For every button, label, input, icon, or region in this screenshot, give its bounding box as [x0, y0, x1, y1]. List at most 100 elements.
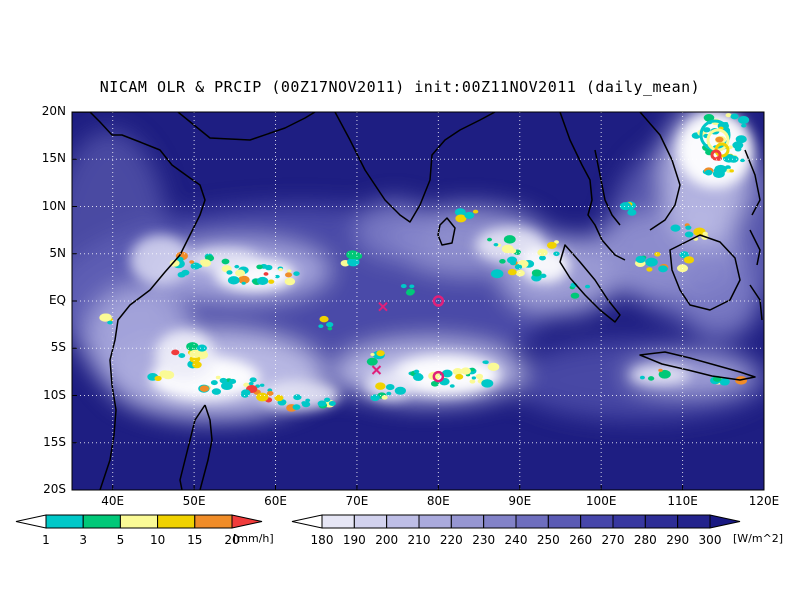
- lon-label: 110E: [667, 494, 698, 508]
- precip-cell: [735, 135, 747, 144]
- olr-tick: 210: [407, 533, 431, 547]
- precip-cell: [199, 385, 209, 392]
- precip-cell: [475, 373, 484, 380]
- olr-swatch: [677, 514, 711, 529]
- precip-cell: [259, 383, 265, 387]
- precip-cell: [197, 344, 207, 352]
- precip-cell: [658, 368, 663, 372]
- precip-cell: [409, 284, 415, 289]
- cross-marker: [378, 301, 388, 312]
- precip-cell: [181, 269, 190, 276]
- precip-cell: [221, 381, 233, 391]
- precip-cell: [326, 321, 334, 328]
- lat-label: 20S: [43, 482, 66, 496]
- precip-cell: [729, 169, 734, 173]
- olr-tick: 190: [342, 533, 366, 547]
- precip-cell: [227, 276, 240, 285]
- precip-cell: [370, 352, 375, 356]
- precip-cell: [658, 265, 668, 273]
- precip-cell: [714, 164, 727, 174]
- precip-tick: 5: [116, 533, 125, 547]
- precip-cell: [400, 284, 407, 289]
- precip-cell: [386, 391, 392, 396]
- precip-cell: [229, 378, 237, 384]
- precip-cell: [186, 342, 199, 351]
- precip-cell: [738, 115, 750, 124]
- precip-cell: [278, 268, 283, 272]
- precip-cell: [741, 123, 747, 128]
- precip-tick: 3: [79, 533, 87, 547]
- precip-cell: [319, 315, 329, 323]
- olr-tick: 180: [310, 533, 334, 547]
- precip-cell: [645, 257, 658, 267]
- precip-cell: [464, 211, 475, 219]
- precip-cell: [487, 362, 500, 372]
- cross-marker: [371, 365, 382, 375]
- precip-cell: [469, 379, 476, 384]
- precip-cell: [385, 384, 395, 391]
- precip-cell: [267, 388, 273, 392]
- precip-cell: [264, 264, 273, 271]
- precip-cell: [487, 237, 493, 242]
- precip-cell: [503, 235, 516, 244]
- precip-cell: [732, 141, 744, 150]
- circle-marker: [432, 295, 445, 307]
- olr-tick: 270: [601, 533, 625, 547]
- precip-cell: [646, 267, 653, 272]
- precip-cell: [317, 400, 327, 407]
- precip-cell: [241, 281, 246, 285]
- precip-cell: [243, 382, 250, 388]
- olr-swatch: [612, 514, 646, 529]
- precip-cell: [514, 264, 523, 270]
- lat-label: 10N: [41, 198, 66, 213]
- precip-tick: 20: [224, 533, 240, 547]
- precip-cell: [226, 270, 233, 275]
- lon-label: 40E: [101, 494, 125, 508]
- precip-cell: [200, 259, 212, 267]
- precip-cell: [215, 375, 221, 380]
- lat-label: 20N: [41, 104, 66, 118]
- precip-cell: [394, 386, 406, 395]
- precip-cell: [234, 264, 240, 269]
- precip-cell: [537, 248, 548, 257]
- olr-tick: 200: [375, 533, 399, 547]
- olr-swatch: [386, 514, 420, 529]
- precip-cell: [301, 401, 311, 408]
- precip-cell: [460, 367, 471, 375]
- olr-tick: 220: [439, 533, 463, 547]
- precip-cell: [455, 373, 464, 380]
- olr-swatch: [580, 514, 614, 529]
- olr-swatch: [644, 514, 679, 529]
- olr-tick: 290: [666, 533, 690, 547]
- precip-cell: [107, 320, 113, 325]
- precip-cell: [639, 375, 645, 380]
- precip-cell: [375, 382, 386, 390]
- lon-label: 100E: [585, 494, 617, 508]
- olr-tick: 240: [504, 533, 528, 547]
- precip-cell: [249, 377, 257, 383]
- olr-unit: [W/m^2]: [733, 532, 784, 545]
- precip-cell: [658, 369, 671, 379]
- precip-cell: [647, 376, 655, 381]
- precip-cell: [501, 244, 514, 254]
- precip-cell: [256, 392, 269, 402]
- precip-cell: [292, 404, 301, 410]
- lon-label: 90E: [508, 494, 532, 508]
- precip-cell: [221, 258, 230, 265]
- precip-cell: [347, 257, 360, 267]
- lat-label: 10S: [43, 387, 66, 402]
- olr-tick: 300: [698, 533, 722, 547]
- precip-cell: [178, 353, 186, 358]
- olr-tick: 230: [472, 533, 496, 547]
- precip-cell: [412, 373, 424, 381]
- precip-cell: [490, 269, 504, 279]
- precip-swatch: [194, 514, 233, 529]
- graticule: [72, 112, 764, 490]
- precip-cell: [703, 113, 715, 122]
- precip-cell: [719, 378, 730, 386]
- coastlines: [72, 112, 763, 490]
- precipitation-field: [99, 113, 750, 412]
- precip-swatch: [157, 514, 196, 529]
